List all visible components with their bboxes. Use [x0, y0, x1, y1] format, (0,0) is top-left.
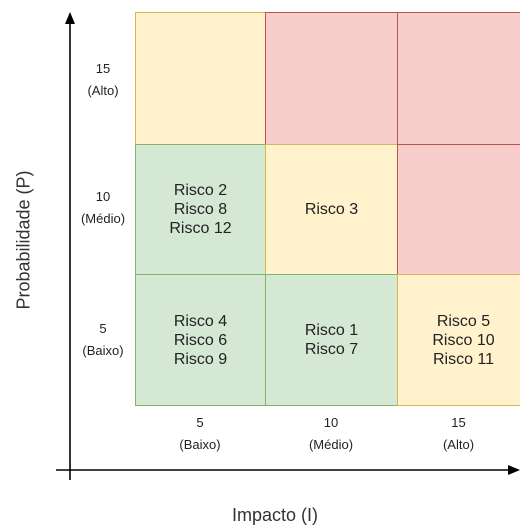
risk-item: Risco 5 — [436, 312, 491, 330]
y-axis-title-text: Probabilidade (P) — [13, 170, 34, 310]
risk-item: Risco 9 — [173, 350, 228, 368]
cell-p-medium-i-low: Risco 2 Risco 8 Risco 12 — [135, 144, 266, 275]
x-tick-medium: 10 (Médio) — [308, 415, 354, 452]
risk-item: Risco 11 — [432, 350, 495, 368]
x-tick-low: 5 (Baixo) — [179, 415, 221, 452]
x-axis-title: Impacto (I) — [231, 505, 319, 525]
cell-p-high-i-low — [135, 12, 266, 145]
cell-p-low-i-low: Risco 4 Risco 6 Risco 9 — [135, 274, 266, 406]
cell-p-high-i-high — [397, 12, 520, 145]
risk-item: Risco 7 — [304, 341, 359, 358]
y-tick-high: 15 (Alto) — [87, 61, 119, 98]
cell-p-medium-i-high — [397, 144, 520, 275]
x-axis-arrowhead — [508, 465, 520, 475]
y-tick-low: 5 (Baixo) — [82, 321, 124, 358]
cell-p-low-i-medium: Risco 1 Risco 7 — [265, 274, 398, 406]
x-tick-high: 15 (Alto) — [442, 415, 475, 452]
risk-item: Risco 4 — [173, 312, 228, 330]
cell-p-medium-i-medium: Risco 3 — [265, 144, 398, 275]
y-tick-medium: 10 (Médio) — [80, 189, 126, 226]
cell-p-low-i-high: Risco 5 Risco 10 Risco 11 — [397, 274, 520, 406]
risk-item: Risco 10 — [432, 331, 495, 349]
risk-item: Risco 1 — [304, 322, 359, 339]
risk-item: Risco 3 — [304, 201, 359, 218]
risk-item: Risco 12 — [169, 220, 232, 237]
risk-item: Risco 6 — [173, 331, 228, 349]
cell-p-high-i-medium — [265, 12, 398, 145]
risk-item: Risco 8 — [173, 201, 228, 218]
y-axis-arrowhead — [65, 12, 75, 24]
risk-item: Risco 2 — [173, 182, 228, 199]
